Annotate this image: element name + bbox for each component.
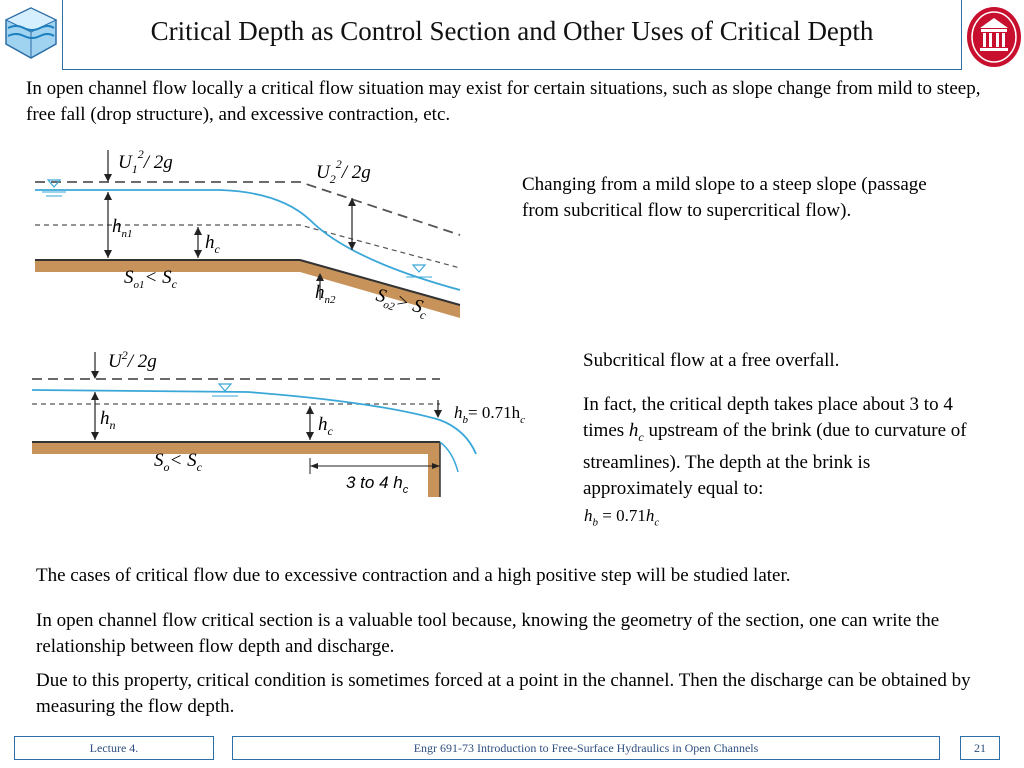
channel-bed [32,442,440,454]
intro-text: In open channel flow locally a critical … [26,78,981,125]
hc-label: hc [205,232,221,256]
water-level-icon [217,383,233,392]
free-overfall-diagram: U2/ 2g hn hc hb= 0.71hc So< Sc 3 to 4 hc [31,348,525,497]
u2-label: U22/ 2g [316,157,371,186]
brink-equation: hb = 0.71hc [584,506,660,529]
figure2-caption-2: In fact, the critical depth takes place … [583,394,967,499]
footer-lecture: Lecture 4. [14,736,214,760]
figure1-caption: Changing from a mild slope to a steep sl… [522,174,927,221]
u-label: U2/ 2g [108,348,157,372]
critical-depth-line [35,224,461,269]
page-title: Critical Depth as Control Section and Ot… [150,16,874,46]
course-logo-icon [2,4,60,62]
slope-change-diagram: U12/ 2g hn1 hc U22/ 2g So1< Sc hn2 So2> … [35,147,461,323]
slope1-label: So1< Sc [124,267,178,291]
hb-label: hb= 0.71hc [454,403,525,426]
slope-label: So< Sc [154,450,203,474]
title-frame [62,0,962,70]
distance-label: 3 to 4 hc [346,473,409,496]
figure2-caption-1: Subcritical flow at a free overfall. [583,350,840,371]
footer-page-number: 21 [960,736,1000,760]
hn-label: hn [100,408,116,432]
water-level-icon [46,179,62,188]
hn1-label: hn1 [112,216,133,240]
water-surface [31,389,477,455]
footer-course: Engr 691-73 Introduction to Free-Surface… [232,736,940,760]
paragraph-cases: The cases of critical flow due to excess… [36,565,791,586]
energy-line [35,181,461,236]
university-seal-icon [966,4,1022,68]
water-surface [35,189,461,291]
paragraph-critical-section: In open channel flow critical section is… [36,610,940,657]
hn2-label: hn2 [315,282,336,306]
paragraph-property: Due to this property, critical condition… [36,670,971,717]
water-level-icon [411,264,427,273]
hc-label: hc [318,414,334,438]
slope2-label: So2> Sc [373,285,431,323]
u1-label: U12/ 2g [118,147,173,176]
channel-bed [35,260,460,318]
